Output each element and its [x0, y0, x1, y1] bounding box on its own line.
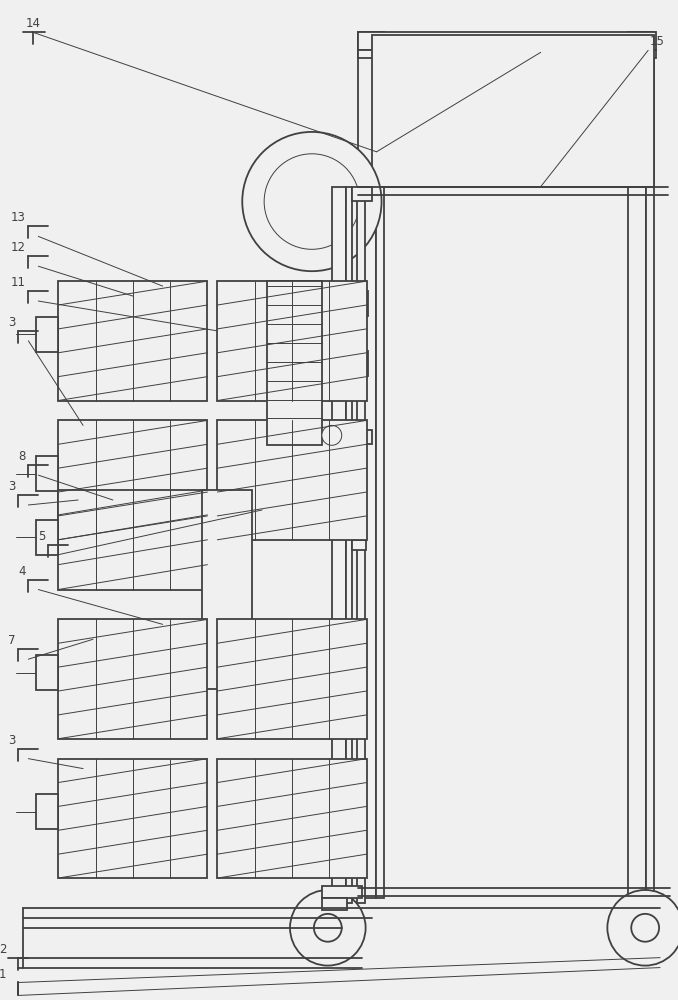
Bar — [350, 351, 367, 376]
Circle shape — [264, 154, 359, 249]
Bar — [350, 291, 367, 316]
Text: 4: 4 — [18, 565, 25, 578]
Text: 1: 1 — [0, 968, 7, 981]
Text: 11: 11 — [10, 276, 25, 289]
Circle shape — [290, 890, 365, 966]
Bar — [37, 456, 58, 491]
Text: 8: 8 — [18, 450, 25, 463]
Circle shape — [242, 132, 382, 271]
Bar — [37, 794, 58, 829]
Bar — [218, 759, 367, 878]
Bar — [58, 759, 207, 878]
Bar — [332, 187, 346, 903]
Bar — [357, 187, 365, 903]
Text: 3: 3 — [8, 480, 16, 493]
Bar — [322, 898, 346, 910]
Bar — [376, 32, 384, 898]
Text: 12: 12 — [10, 241, 25, 254]
Bar — [218, 619, 367, 739]
Bar — [646, 32, 654, 898]
Bar — [372, 35, 654, 187]
Text: 14: 14 — [25, 17, 41, 30]
Bar — [352, 187, 372, 201]
Text: 2: 2 — [0, 943, 7, 956]
Bar — [352, 430, 372, 444]
Bar — [629, 32, 646, 898]
Bar — [37, 317, 58, 352]
Bar — [37, 520, 58, 555]
Bar — [358, 32, 656, 50]
Text: 3: 3 — [8, 734, 16, 747]
Circle shape — [314, 914, 342, 942]
Bar — [358, 32, 376, 898]
Bar — [267, 281, 322, 445]
Text: 15: 15 — [650, 35, 665, 48]
Circle shape — [631, 914, 659, 942]
Bar — [352, 540, 365, 550]
Bar — [58, 281, 207, 401]
Circle shape — [322, 425, 342, 445]
Bar — [218, 420, 367, 540]
Bar — [203, 490, 252, 689]
Text: 5: 5 — [38, 530, 45, 543]
Bar — [58, 619, 207, 739]
Text: 7: 7 — [8, 634, 16, 647]
Circle shape — [607, 890, 678, 966]
Bar — [322, 886, 361, 898]
Bar — [218, 281, 367, 401]
Bar — [58, 490, 207, 590]
Bar — [58, 420, 207, 540]
Bar — [352, 480, 365, 490]
Text: 3: 3 — [8, 316, 16, 329]
Bar — [37, 655, 58, 690]
Bar — [358, 50, 656, 58]
Text: 13: 13 — [10, 211, 25, 224]
Bar — [346, 187, 352, 903]
